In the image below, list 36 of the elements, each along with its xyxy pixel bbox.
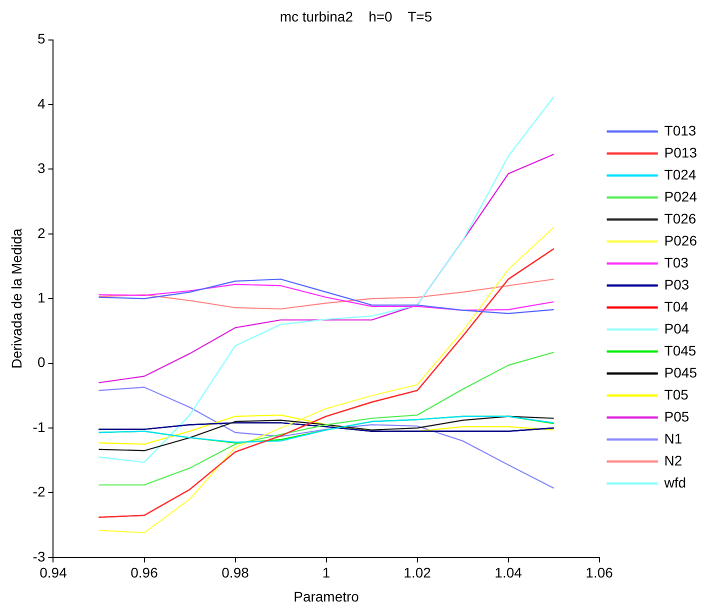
legend-label: N1: [664, 430, 682, 446]
legend-label: T04: [664, 298, 689, 314]
y-tick-label: 2: [37, 224, 46, 241]
legend-label: T026: [664, 210, 696, 226]
legend-label: P026: [664, 232, 698, 248]
legend-label: N2: [664, 452, 682, 468]
y-tick-label: -2: [32, 484, 46, 500]
x-tick-label: 0.94: [40, 564, 68, 581]
legend-label: T024: [664, 166, 696, 182]
legend-label: P045: [664, 364, 698, 380]
legend-label: P03: [664, 276, 690, 292]
legend-label: P05: [664, 408, 690, 424]
legend-label: P04: [664, 320, 690, 336]
x-tick-label: 1.02: [404, 564, 432, 581]
y-tick-label: 4: [37, 95, 46, 112]
legend-label: T013: [664, 122, 696, 138]
legend-label: P024: [664, 188, 698, 204]
x-tick-label: 1: [322, 564, 330, 581]
chart-title: mc turbina2 h=0 T=5: [280, 8, 432, 24]
y-axis-title: Derivada de la Medida: [8, 228, 24, 369]
legend-label: P013: [664, 144, 698, 160]
legend-label: wfd: [663, 474, 686, 490]
y-tick-label: 5: [37, 30, 46, 47]
y-tick-label: -3: [32, 548, 46, 564]
x-axis-title: Parametro: [294, 588, 360, 604]
y-tick-label: -1: [32, 418, 46, 435]
x-tick-label: 1.04: [494, 564, 522, 581]
x-tick-label: 1.06: [586, 564, 614, 581]
x-tick-label: 0.96: [130, 564, 158, 581]
y-tick-label: 1: [37, 289, 46, 306]
y-tick-label: 3: [37, 160, 46, 176]
x-tick-label: 0.98: [222, 564, 250, 581]
y-tick-label: 0: [37, 354, 46, 370]
legend-label: T03: [664, 254, 689, 270]
legend-label: T05: [664, 386, 689, 402]
legend-label: T045: [664, 342, 696, 358]
